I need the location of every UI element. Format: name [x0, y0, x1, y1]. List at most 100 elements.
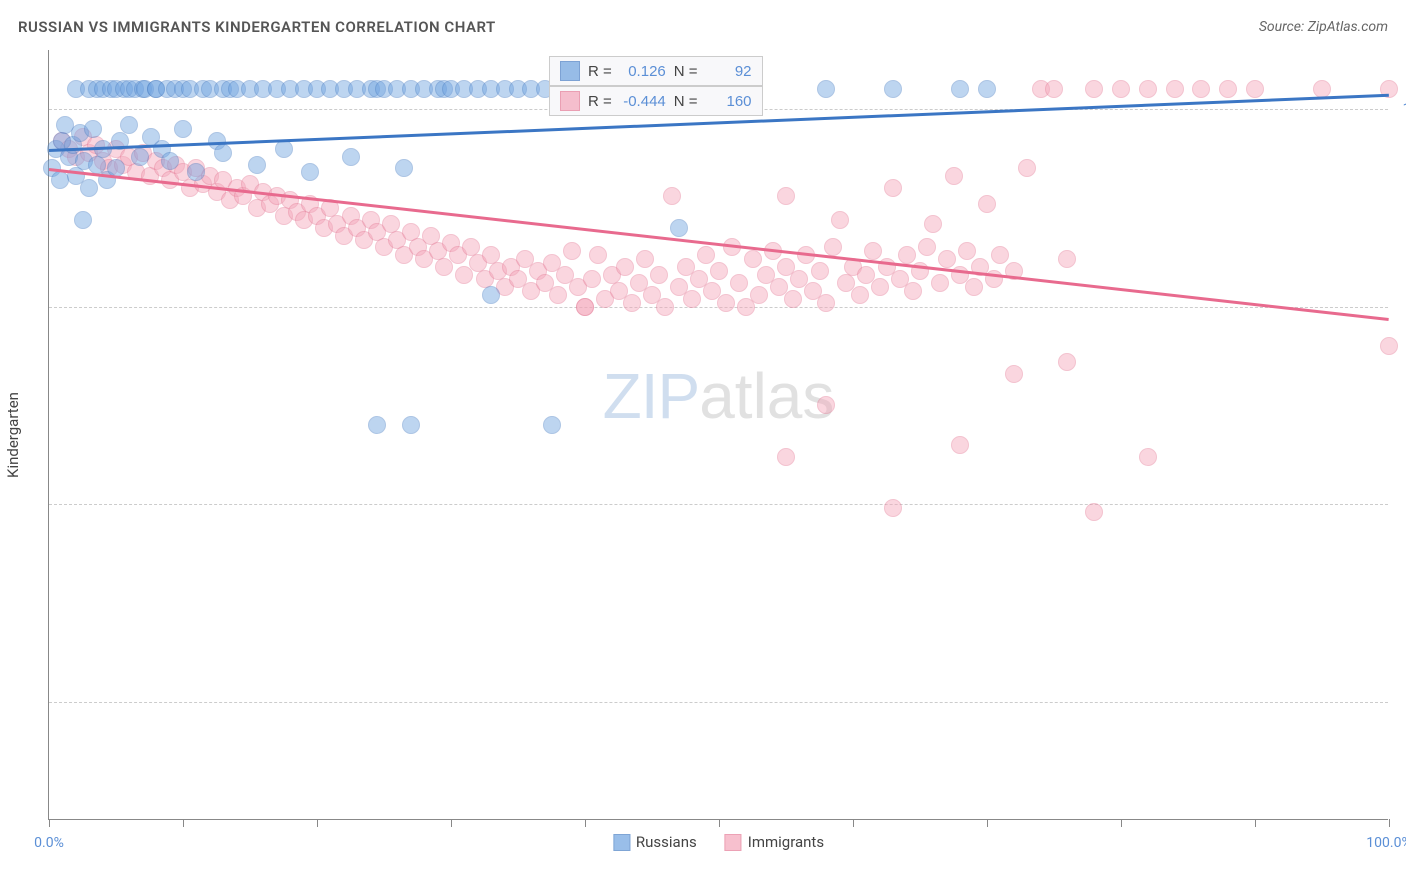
immigrants-point	[1045, 80, 1063, 98]
russians-point	[301, 163, 319, 181]
immigrants-point	[1058, 250, 1076, 268]
immigrants-point	[656, 298, 674, 316]
immigrants-point	[1166, 80, 1184, 98]
russians-swatch-icon	[560, 61, 580, 81]
immigrants-point	[663, 187, 681, 205]
immigrants-point	[1192, 80, 1210, 98]
legend-item-immigrants: Immigrants	[725, 833, 824, 851]
immigrants-point	[904, 282, 922, 300]
immigrants-point	[777, 448, 795, 466]
scatter-chart: Kindergarten ZIPatlas 85.0%90.0%95.0%100…	[48, 50, 1388, 820]
russians-point	[84, 120, 102, 138]
immigrants-point	[1018, 159, 1036, 177]
immigrants-point	[991, 246, 1009, 264]
russians-point	[951, 80, 969, 98]
r-label: R =	[588, 63, 612, 80]
watermark-zip: ZIP	[603, 360, 700, 432]
russians-point	[342, 148, 360, 166]
immigrants-point	[871, 278, 889, 296]
immigrants-point	[623, 294, 641, 312]
immigrants-point	[831, 211, 849, 229]
immigrants-point	[576, 298, 594, 316]
x-tick	[1255, 819, 1256, 827]
y-tick-label: 100.0%	[1403, 101, 1406, 117]
immigrants-point	[884, 499, 902, 517]
immigrants-point	[1219, 80, 1237, 98]
r-value: -0.444	[620, 93, 666, 110]
immigrants-point	[851, 286, 869, 304]
x-tick	[853, 819, 854, 827]
russians-point	[248, 156, 266, 174]
immigrants-point	[1139, 448, 1157, 466]
n-value: 160	[706, 93, 752, 110]
immigrants-point	[1085, 503, 1103, 521]
immigrants-point	[730, 274, 748, 292]
immigrants-point	[978, 195, 996, 213]
immigrants-point	[710, 262, 728, 280]
immigrants-point	[1058, 353, 1076, 371]
immigrants-point	[817, 294, 835, 312]
x-tick	[451, 819, 452, 827]
immigrants-point	[918, 238, 936, 256]
x-tick	[719, 819, 720, 827]
immigrants-point	[1380, 337, 1398, 355]
y-axis-label: Kindergarten	[4, 392, 22, 478]
immigrants-point	[924, 215, 942, 233]
russians-point	[817, 80, 835, 98]
immigrants-point	[824, 238, 842, 256]
immigrants-point	[951, 436, 969, 454]
watermark-atlas: atlas	[699, 360, 834, 432]
n-value: 92	[706, 63, 752, 80]
watermark: ZIPatlas	[603, 359, 835, 433]
x-tick	[49, 819, 50, 827]
gridline	[49, 504, 1388, 505]
russians-point	[543, 416, 561, 434]
russians-point	[482, 286, 500, 304]
immigrants-point	[697, 246, 715, 264]
immigrants-point	[1005, 365, 1023, 383]
x-tick	[987, 819, 988, 827]
immigrants-point	[1085, 80, 1103, 98]
legend-label: Russians	[636, 833, 697, 851]
n-label: N =	[674, 63, 698, 80]
x-tick	[585, 819, 586, 827]
russians-point	[214, 144, 232, 162]
immigrants-point	[683, 290, 701, 308]
russians-swatch-icon	[613, 834, 630, 851]
n-label: N =	[674, 93, 698, 110]
immigrants-point	[958, 242, 976, 260]
immigrants-point	[636, 250, 654, 268]
immigrants-point	[817, 396, 835, 414]
legend-stat-immigrants: R = -0.444 N = 160	[549, 86, 763, 116]
r-value: 0.126	[620, 63, 666, 80]
chart-title: RUSSIAN VS IMMIGRANTS KINDERGARTEN CORRE…	[18, 18, 496, 36]
russians-point	[395, 159, 413, 177]
russians-point	[402, 416, 420, 434]
russians-point	[74, 211, 92, 229]
immigrants-point	[784, 290, 802, 308]
immigrants-point	[1112, 80, 1130, 98]
x-tick	[1389, 819, 1390, 827]
immigrants-point	[811, 262, 829, 280]
r-label: R =	[588, 93, 612, 110]
russians-point	[80, 179, 98, 197]
russians-point	[131, 148, 149, 166]
immigrants-point	[744, 250, 762, 268]
immigrants-point	[931, 274, 949, 292]
x-tick-label: 0.0%	[34, 835, 64, 851]
immigrants-point	[583, 270, 601, 288]
immigrants-point	[965, 278, 983, 296]
immigrants-point	[1139, 80, 1157, 98]
immigrants-swatch-icon	[725, 834, 742, 851]
russians-point	[884, 80, 902, 98]
immigrants-point	[777, 187, 795, 205]
immigrants-point	[938, 250, 956, 268]
immigrants-point	[898, 246, 916, 264]
immigrants-point	[945, 167, 963, 185]
x-tick	[1121, 819, 1122, 827]
x-tick	[317, 819, 318, 827]
russians-point	[161, 152, 179, 170]
immigrants-point	[616, 258, 634, 276]
immigrants-swatch-icon	[560, 91, 580, 111]
legend-item-russians: Russians	[613, 833, 697, 851]
